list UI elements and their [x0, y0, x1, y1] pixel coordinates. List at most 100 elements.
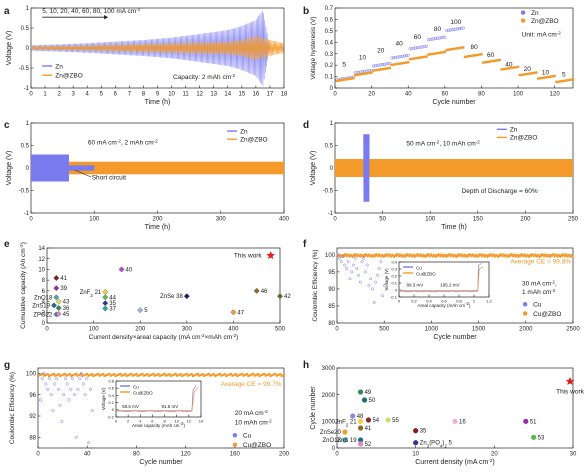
- point-41-label: 41: [365, 426, 372, 432]
- series-zn-zbo-point: [518, 73, 522, 77]
- panel-g-inset-x-tick-label: 8: [163, 419, 166, 424]
- panel-d-x-tick-label: 50: [379, 217, 386, 223]
- panel-b-y-tick-label: 0.1: [325, 75, 334, 81]
- panel-f-y-tick-label: 85: [328, 304, 335, 310]
- text-span: 2: [90, 292, 93, 297]
- series-cu-point: [79, 371, 84, 375]
- series-cu-point: [78, 377, 82, 381]
- series-zn-zbo-point: [500, 68, 503, 71]
- series-cu-zbo-point: [361, 255, 365, 258]
- y-axis-label: Cumulative capacity (Ah cm-2): [19, 242, 28, 329]
- series-cu-point: [357, 273, 361, 277]
- inset-legend-cu-zbo-label: Cu@ZBO: [133, 390, 153, 395]
- series-zn-point: [384, 62, 388, 66]
- x-axis-label: Cycle number: [139, 459, 183, 466]
- series-zn-zbo-point: [416, 56, 419, 60]
- inset-cu-curve: [398, 263, 482, 293]
- series-zn-zbo-point: [513, 66, 516, 69]
- series-zn-point: [439, 36, 443, 40]
- text-span: 41: [60, 276, 67, 282]
- rate-label: 80: [434, 26, 442, 33]
- series-zn-zbo-point: [377, 68, 381, 71]
- series-zn-zbo-point: [339, 79, 342, 82]
- text-span: Cumulative capacity (Ah cm: [20, 248, 27, 329]
- text-span: ZnF: [80, 290, 91, 296]
- panel-g-inset-x-tick-label: 10: [174, 419, 179, 424]
- panel-e-y-tick-label: 14: [38, 246, 45, 252]
- series-zn-zbo-point: [379, 68, 382, 71]
- series-cu-point: [336, 253, 340, 257]
- inset-y-axis-label: Voltage (V): [384, 268, 389, 291]
- text-span: ): [236, 334, 238, 341]
- series-zn-zbo-point: [441, 51, 445, 54]
- series-zn-zbo-point: [423, 55, 426, 59]
- series-zn-zbo-point: [520, 73, 523, 77]
- legend-zn-label: Zn: [55, 63, 63, 70]
- series-zn-point: [397, 55, 401, 59]
- panel-d-y-tick-label: 0: [330, 166, 334, 172]
- series-cu-zbo-point: [348, 255, 351, 258]
- series-zn-zbo-point: [363, 72, 366, 75]
- series-zn-zbo-point: [504, 67, 507, 71]
- panel-label-f: f: [303, 239, 307, 250]
- text-span: 54: [372, 418, 379, 424]
- series-cu-point: [81, 382, 85, 386]
- series-zn-zbo-point: [399, 62, 403, 65]
- series-cu-point: [60, 419, 64, 423]
- series-cu-zbo-point: [483, 255, 486, 258]
- text-span: ZPO22: [33, 312, 53, 318]
- series-zn-zbo-point: [533, 71, 536, 75]
- series-cu-zbo-point: [252, 372, 255, 376]
- panel-e: e0 100 200 300 400 500024681012144139ZnO1843Z…: [4, 239, 291, 341]
- series-zn-zbo-point: [480, 53, 483, 56]
- series-zn-zbo-point: [421, 55, 425, 59]
- panel-a-y-tick-label: 0.5: [21, 26, 30, 32]
- legend-cu-swatch: [522, 302, 528, 307]
- series-cu-point: [76, 387, 80, 391]
- point-zns-19-label: ZnS 19: [337, 438, 357, 444]
- text-span: -2: [231, 73, 235, 78]
- panel-g-y-tick-label: 88: [29, 435, 36, 441]
- series-cu-zbo-point: [434, 255, 437, 258]
- series-cu-zbo-point: [473, 255, 476, 258]
- panel-f-inset-y-tick-label: 0.3: [391, 266, 397, 271]
- text-span: Time (h): [145, 224, 171, 231]
- series-zn-zbo-point: [553, 74, 556, 78]
- text-span: 53: [538, 435, 545, 441]
- series-zn-zbo-point: [432, 52, 436, 55]
- series-cu-zbo-point: [519, 254, 522, 258]
- point-znf-21: [102, 289, 109, 295]
- series-zn-point: [392, 56, 396, 60]
- series-cu-zbo-point: [528, 255, 531, 258]
- series-zn-zbo-point: [549, 75, 553, 78]
- series-cu-point: [44, 382, 48, 386]
- series-zn-zbo-point: [535, 71, 538, 74]
- panel-b-x-tick-label: 60: [442, 92, 449, 98]
- series-zn-zbo-point: [476, 53, 479, 57]
- series-zn-point: [421, 45, 425, 49]
- series-zn-point: [410, 47, 414, 51]
- point-48: [350, 413, 356, 419]
- avg-ce-label: Average CE = 99.7%: [221, 381, 282, 388]
- text-span: ×mAh cm: [205, 334, 233, 341]
- series-zn-zbo-point: [372, 69, 375, 72]
- panel-f-inset-x-tick-label: 0.2: [411, 299, 417, 304]
- series-cu-zbo-point: [397, 255, 400, 258]
- series-cu-zbo-point: [369, 255, 372, 258]
- series-cu-point: [47, 377, 51, 381]
- series-cu-zbo-point: [403, 255, 406, 258]
- panel-f-inset-y-tick-label: 0.2: [391, 273, 397, 278]
- series-cu-zbo-point: [428, 255, 432, 258]
- panel-c-y-tick-label: -0.5: [19, 189, 30, 195]
- point-44-label: 44: [109, 295, 116, 301]
- panel-a-x-tick-label: 17: [267, 92, 274, 98]
- panel-e-x-tick-label: 0: [45, 327, 49, 333]
- series-cu-zbo-point: [163, 372, 166, 376]
- text-span: 46: [261, 289, 268, 295]
- point-znf-21-label: ZnF2 21: [80, 290, 102, 298]
- series-cu-zbo-point: [571, 254, 574, 258]
- series-cu-zbo-point: [97, 372, 100, 376]
- series-zn-zbo-point: [471, 54, 474, 57]
- text-span: -2: [136, 7, 140, 12]
